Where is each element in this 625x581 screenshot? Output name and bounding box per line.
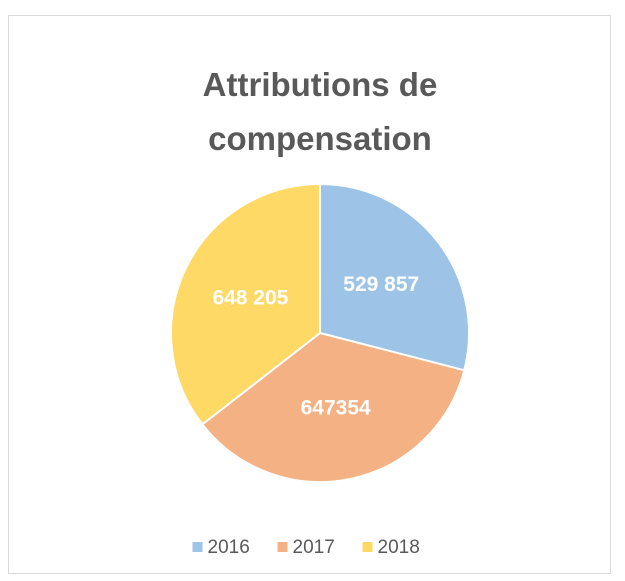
pie-slice <box>170 182 321 426</box>
value-label: 647354 <box>301 396 371 419</box>
pie-slice <box>200 331 466 483</box>
chart-frame <box>8 15 611 574</box>
chart-title: Attributions de compensation <box>202 66 438 157</box>
legend-swatch <box>192 542 203 552</box>
value-label: 648 205 <box>212 286 288 309</box>
legend-label: 2016 <box>208 537 250 558</box>
pie-slice <box>319 182 470 372</box>
legend-label: 2018 <box>378 537 420 558</box>
legend-swatch <box>277 542 288 552</box>
legend-label: 2017 <box>293 537 335 558</box>
value-label: 529 857 <box>343 273 419 296</box>
legend-swatch <box>362 542 373 552</box>
